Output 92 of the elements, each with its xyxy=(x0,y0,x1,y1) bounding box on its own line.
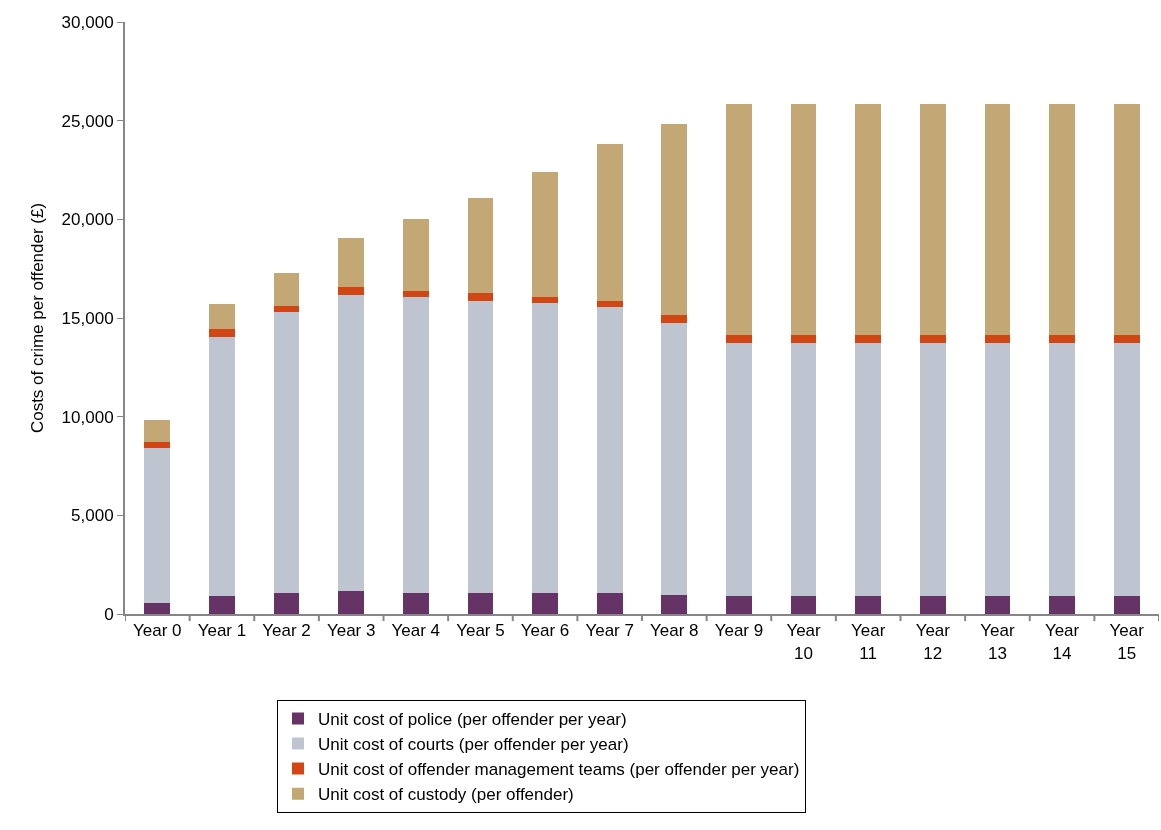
bar xyxy=(790,104,817,335)
bar xyxy=(144,448,171,604)
y-tick-label: 25,000 xyxy=(61,111,114,131)
bar xyxy=(532,296,558,303)
bar xyxy=(144,441,171,449)
bar xyxy=(1049,595,1075,614)
bar xyxy=(661,124,688,316)
x-tick-label: Year 5 xyxy=(456,621,505,641)
x-tick-label: Year 13 xyxy=(980,621,1015,663)
bar xyxy=(209,303,235,330)
x-tick-label: Year 6 xyxy=(520,621,570,641)
x-tick-label: Year 11 xyxy=(851,621,886,663)
bar xyxy=(661,322,688,595)
bar xyxy=(919,334,946,343)
bar xyxy=(209,329,235,338)
bar xyxy=(726,342,752,596)
bar xyxy=(726,595,752,614)
bar xyxy=(661,594,688,614)
bar xyxy=(532,302,558,594)
x-tick-label: Year 14 xyxy=(1044,621,1080,663)
bar xyxy=(273,311,300,593)
y-tick-label: 10,000 xyxy=(61,407,114,427)
bar xyxy=(338,294,365,592)
bar xyxy=(273,592,300,614)
bar xyxy=(402,219,429,291)
bar xyxy=(1049,342,1075,596)
bar xyxy=(596,593,623,614)
y-tick-label: 30,000 xyxy=(61,12,114,32)
bar xyxy=(1049,334,1075,343)
bar xyxy=(855,595,882,614)
bar xyxy=(338,286,365,295)
legend-label: Unit cost of offender management teams (per offender per year) xyxy=(318,760,800,780)
y-tick-label: 20,000 xyxy=(61,210,114,230)
bar xyxy=(402,592,429,614)
bar xyxy=(338,237,365,287)
bar xyxy=(984,104,1011,335)
bar xyxy=(338,591,365,614)
x-tick-label: Year 12 xyxy=(915,621,951,663)
bar xyxy=(855,104,882,335)
bar xyxy=(984,342,1011,596)
bar xyxy=(209,595,235,614)
x-tick-label: Year 15 xyxy=(1109,621,1145,663)
bar xyxy=(855,342,882,596)
bar xyxy=(532,593,558,614)
bar xyxy=(273,305,300,312)
bar xyxy=(532,171,558,297)
bar xyxy=(790,595,817,614)
bar xyxy=(919,104,946,335)
y-axis-title: Costs of crime per offender (£) xyxy=(27,202,47,434)
bar xyxy=(596,300,623,307)
bar xyxy=(209,337,235,596)
x-tick-label: Year 7 xyxy=(585,621,634,641)
x-tick-label: Year 10 xyxy=(786,621,822,663)
y-tick-label: 0 xyxy=(104,604,114,624)
bar xyxy=(1113,104,1140,335)
bar xyxy=(1113,595,1140,614)
bar xyxy=(596,306,623,594)
legend-label: Unit cost of custody (per offender) xyxy=(318,785,574,805)
bar xyxy=(467,301,494,593)
bar xyxy=(919,342,946,596)
bar xyxy=(1113,334,1140,343)
y-tick-label: 5,000 xyxy=(71,506,114,526)
bar xyxy=(1113,342,1140,596)
bar xyxy=(984,595,1011,614)
x-tick-label: Year 4 xyxy=(391,621,441,641)
legend-label: Unit cost of police (per offender per year) xyxy=(318,710,627,730)
bar xyxy=(661,315,688,323)
x-tick-label: Year 1 xyxy=(197,621,247,641)
bar xyxy=(467,197,494,294)
bar xyxy=(919,595,946,614)
x-tick-label: Year 8 xyxy=(650,621,699,641)
bar xyxy=(273,273,300,306)
x-tick-label: Year 9 xyxy=(714,621,764,641)
x-tick-label: Year 3 xyxy=(326,621,376,641)
bar xyxy=(596,144,623,301)
bar xyxy=(984,334,1011,343)
bar xyxy=(467,592,494,614)
legend-label: Unit cost of courts (per offender per year) xyxy=(318,735,629,755)
bar xyxy=(726,334,752,343)
bar xyxy=(855,334,882,343)
x-tick-label: Year 2 xyxy=(262,621,311,641)
bar xyxy=(144,420,171,442)
y-tick-label: 15,000 xyxy=(61,308,114,328)
bar xyxy=(144,603,171,614)
bar xyxy=(467,293,494,302)
bar xyxy=(726,104,752,335)
bar xyxy=(402,297,429,593)
bar xyxy=(402,290,429,298)
bar xyxy=(1049,104,1075,335)
x-tick-label: Year 0 xyxy=(133,621,182,641)
bar xyxy=(790,342,817,596)
bar xyxy=(790,334,817,343)
